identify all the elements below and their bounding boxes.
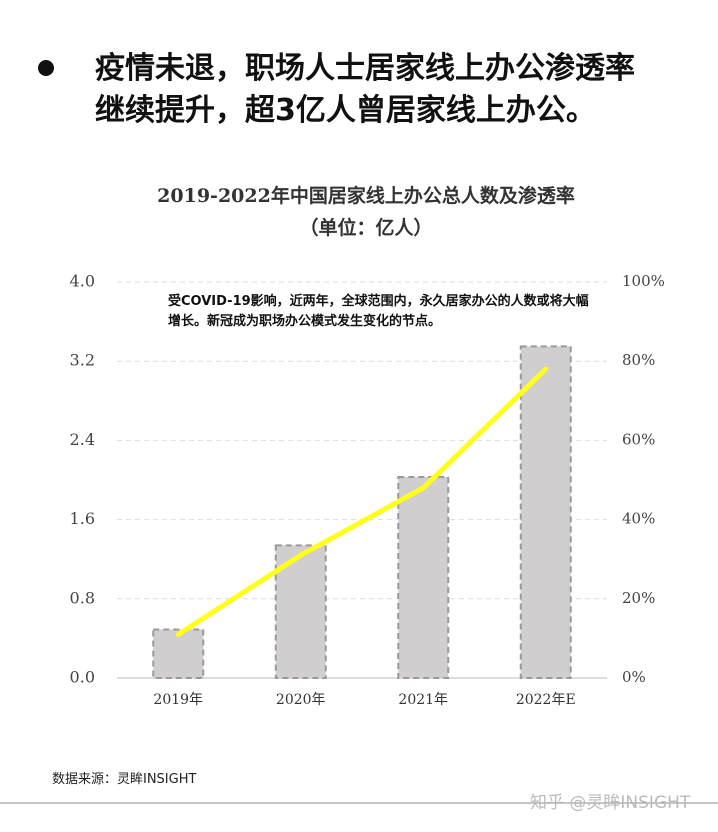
- y-tick-label: 3.2: [70, 351, 95, 370]
- chart-subtitle: （单位：亿人）: [299, 216, 432, 239]
- y-tick-label: 0.8: [70, 588, 95, 607]
- headline: 疫情未退，职场人士居家线上办公渗透率继续提升，超3亿人曾居家线上办公。: [95, 51, 635, 128]
- x-tick-label: 2019年: [153, 692, 203, 708]
- bar: [397, 476, 450, 679]
- y2-tick-label: 0%: [622, 668, 646, 686]
- y2-tick-label: 60%: [622, 430, 655, 448]
- annotation: 受COVID-19影响，近两年，全球范围内，永久居家办公的人数或将大幅增长。新冠…: [168, 294, 589, 329]
- x-tick-label: 2022年E: [516, 692, 576, 708]
- y-tick-label: 0.0: [70, 668, 95, 687]
- y-tick-label: 1.6: [70, 509, 95, 528]
- source: 数据来源：灵眸INSIGHT: [52, 772, 197, 787]
- y2-tick-label: 40%: [622, 510, 655, 528]
- bar: [519, 345, 572, 679]
- y2-tick-label: 20%: [622, 589, 655, 607]
- y2-tick-label: 80%: [622, 351, 655, 369]
- y2-tick-label: 100%: [622, 272, 665, 290]
- y-tick-label: 4.0: [70, 272, 95, 291]
- y-tick-label: 2.4: [70, 430, 95, 449]
- x-tick-label: 2021年: [398, 692, 448, 708]
- watermark: 知乎 @灵眸INSIGHT: [530, 793, 691, 813]
- bar: [152, 628, 205, 679]
- line: [175, 366, 549, 637]
- bullet: [38, 60, 54, 76]
- chart-title: 2019-2022年中国居家线上办公总人数及渗透率: [157, 184, 575, 207]
- x-tick-label: 2020年: [276, 692, 326, 708]
